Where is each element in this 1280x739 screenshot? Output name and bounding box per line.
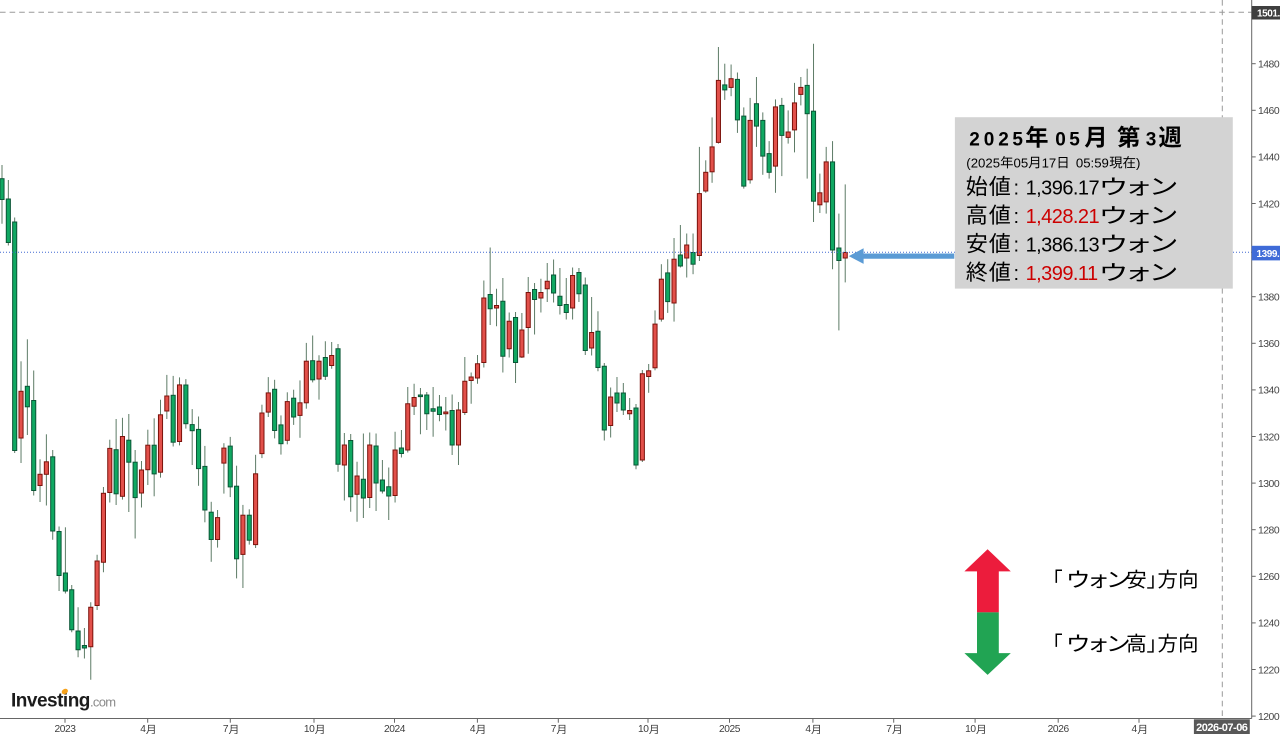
svg-text:1380.0: 1380.0: [1258, 293, 1280, 304]
svg-text:4: 4: [470, 724, 476, 734]
svg-text:1501.: 1501.: [1257, 8, 1280, 19]
svg-text:2026: 2026: [1048, 724, 1070, 734]
svg-text:.com: .com: [90, 695, 115, 710]
svg-text:1480.0: 1480.0: [1258, 60, 1280, 71]
svg-text:4: 4: [805, 724, 811, 734]
svg-text:Investing: Investing: [11, 691, 90, 712]
svg-text:5: 5: [1069, 130, 1080, 151]
svg-text:4: 4: [1132, 724, 1138, 734]
svg-text:1,399.11: 1,399.11: [1026, 263, 1098, 285]
svg-text:17: 17: [1042, 155, 1057, 170]
svg-text:1,428.21: 1,428.21: [1026, 206, 1100, 228]
svg-text:2023: 2023: [54, 724, 76, 734]
svg-text:7: 7: [551, 724, 557, 734]
svg-text:(: (: [966, 155, 971, 170]
svg-text::: :: [1014, 234, 1020, 256]
svg-text:1280.0: 1280.0: [1258, 526, 1280, 537]
svg-text:0: 0: [984, 130, 995, 151]
svg-text:1340.0: 1340.0: [1258, 386, 1280, 397]
svg-text:2025: 2025: [719, 724, 741, 734]
svg-text:1460.0: 1460.0: [1258, 106, 1280, 117]
svg-text:3: 3: [1146, 130, 1157, 151]
svg-text:1440.0: 1440.0: [1258, 153, 1280, 164]
svg-text:1399.: 1399.: [1257, 249, 1280, 260]
svg-text:1420.0: 1420.0: [1258, 199, 1280, 210]
svg-text::: :: [1014, 263, 1020, 285]
svg-text:): ): [1136, 155, 1140, 170]
svg-text:10: 10: [965, 724, 976, 734]
svg-text:2025: 2025: [971, 155, 1000, 170]
svg-text:2026-07-06: 2026-07-06: [1196, 722, 1248, 734]
svg-text::: :: [1014, 177, 1020, 199]
svg-text:1320.0: 1320.0: [1258, 432, 1280, 443]
svg-text:2024: 2024: [384, 724, 406, 734]
svg-text:2: 2: [969, 130, 980, 151]
svg-text:05: 05: [1014, 155, 1029, 170]
svg-text:1240.0: 1240.0: [1258, 619, 1280, 630]
svg-text:0: 0: [1055, 130, 1066, 151]
svg-text:2: 2: [998, 130, 1009, 151]
svg-text:10: 10: [304, 724, 315, 734]
svg-text:05:59: 05:59: [1076, 155, 1109, 170]
svg-text:1300.0: 1300.0: [1258, 479, 1280, 490]
svg-text:1,386.13: 1,386.13: [1026, 234, 1100, 256]
svg-text:1,396.17: 1,396.17: [1026, 177, 1100, 199]
svg-text:1260.0: 1260.0: [1258, 572, 1280, 583]
svg-text:1360.0: 1360.0: [1258, 339, 1280, 350]
svg-text:1200.0: 1200.0: [1258, 712, 1280, 723]
svg-text:4: 4: [140, 724, 146, 734]
svg-text:5: 5: [1012, 130, 1023, 151]
svg-text:1220.0: 1220.0: [1258, 665, 1280, 676]
svg-text:7: 7: [886, 724, 892, 734]
svg-text:10: 10: [638, 724, 649, 734]
svg-text::: :: [1014, 206, 1020, 228]
svg-text:7: 7: [223, 724, 229, 734]
